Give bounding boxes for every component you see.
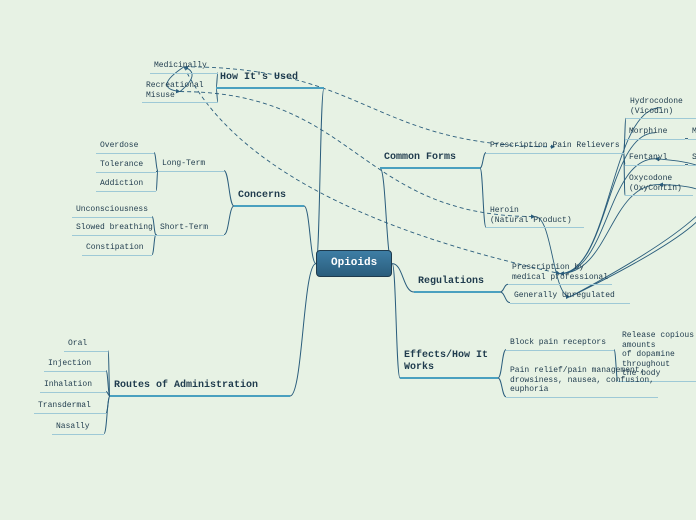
node-transdermal: Transdermal bbox=[34, 400, 106, 414]
node-concerns: Concerns bbox=[234, 188, 304, 207]
node-injection: Injection bbox=[44, 358, 106, 372]
node-common_forms: Common Forms bbox=[380, 150, 480, 169]
node-inhalation: Inhalation bbox=[40, 379, 106, 393]
node-short_term: Short-Term bbox=[156, 222, 224, 236]
node-relief: Pain relief/pain management, drowsiness,… bbox=[506, 365, 658, 398]
node-block_pain: Block pain receptors bbox=[506, 337, 614, 351]
node-constipation: Constipation bbox=[82, 242, 152, 256]
node-long_term: Long-Term bbox=[158, 158, 224, 172]
node-rx_by_med: Prescription by medical professional bbox=[508, 262, 612, 285]
node-slowed: Slowed breathing bbox=[72, 222, 157, 236]
node-unregulated: Generally Unregulated bbox=[510, 290, 630, 304]
node-rx_pain: Prescription Pain Relievers bbox=[486, 140, 624, 154]
center-node: Opioids bbox=[316, 250, 392, 277]
node-oxycodone: Oxycodone (OxyContin) bbox=[625, 173, 693, 196]
node-heroin: Heroin (Natural Product) bbox=[486, 205, 584, 228]
node-unconscious: Unconsciousness bbox=[72, 204, 152, 218]
node-regulations: Regulations bbox=[414, 274, 500, 293]
node-rec_misuse: Recreational Misuse bbox=[142, 80, 218, 103]
node-hydrocodone: Hydrocodone (Vicodin) bbox=[626, 96, 696, 119]
node-medicinally: Medicinally bbox=[150, 60, 218, 74]
node-nasally: Nasally bbox=[52, 421, 104, 435]
node-effects: Effects/How It Works bbox=[400, 348, 498, 379]
node-how_used: How It's Used bbox=[216, 70, 324, 89]
node-oral: Oral bbox=[64, 338, 108, 352]
node-fentanyl: Fentanyl bbox=[625, 152, 685, 166]
node-s_right: S bbox=[688, 152, 696, 166]
node-morphine: Morphine bbox=[625, 126, 685, 140]
node-tolerance: Tolerance bbox=[96, 159, 156, 173]
node-overdose: Overdose bbox=[96, 140, 154, 154]
node-routes: Routes of Administration bbox=[110, 378, 290, 397]
node-m_right: M bbox=[688, 126, 696, 140]
node-addiction: Addiction bbox=[96, 178, 156, 192]
